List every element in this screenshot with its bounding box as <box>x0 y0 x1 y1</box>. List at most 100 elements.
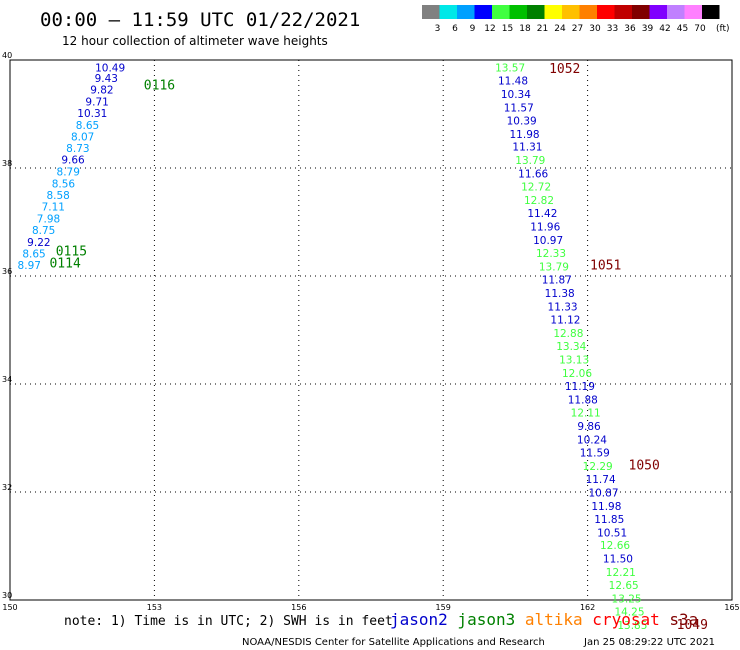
colorbar-bin <box>474 5 492 19</box>
legend-altika: altika <box>515 610 582 629</box>
pass-label: 0114 <box>49 256 80 271</box>
wave-height-point: 11.42 <box>527 208 557 220</box>
wave-height-point: 8.65 <box>22 249 45 261</box>
wave-height-point: 11.96 <box>530 222 560 234</box>
y-tick-label: 40 <box>2 51 12 60</box>
wave-height-point: 9.66 <box>61 155 85 167</box>
colorbar-label: 70 <box>694 24 706 34</box>
colorbar-bin <box>439 5 457 19</box>
colorbar-label: 6 <box>452 24 458 34</box>
wave-height-point: 10.24 <box>577 434 607 446</box>
colorbar-label: 9 <box>470 24 476 34</box>
x-tick-label: 150 <box>2 603 17 612</box>
wave-height-point: 10.97 <box>533 235 563 247</box>
wave-height-point: 8.79 <box>57 167 80 179</box>
wave-height-point: 12.82 <box>524 195 554 207</box>
colorbar-label: 27 <box>572 24 583 34</box>
chart-note: note: 1) Time is in UTC; 2) SWH is in fe… <box>64 614 393 629</box>
wave-height-point: 11.66 <box>518 169 548 181</box>
wave-height-point: 7.98 <box>37 214 60 226</box>
wave-height-point: 10.39 <box>507 115 537 127</box>
wave-height-point: 11.59 <box>580 447 610 459</box>
wave-height-point: 12.88 <box>553 328 583 340</box>
y-tick-label: 30 <box>2 591 12 600</box>
colorbar-label: 36 <box>624 24 636 34</box>
wave-height-point: 11.38 <box>545 288 575 300</box>
wave-height-point: 9.71 <box>85 96 108 108</box>
wave-height-point: 10.51 <box>597 527 627 539</box>
wave-height-point: 12.33 <box>536 248 566 260</box>
wave-height-point: 8.75 <box>32 225 55 237</box>
colorbar-bin <box>702 5 720 19</box>
wave-height-point: 9.86 <box>577 421 601 433</box>
wave-height-point: 13.79 <box>515 155 545 167</box>
x-tick-label: 156 <box>291 603 306 612</box>
data-points: 10.499.439.829.7110.318.658.078.739.668.… <box>18 62 648 632</box>
wave-height-point: 11.87 <box>542 275 572 287</box>
colorbar-bin <box>579 5 597 19</box>
colorbar-label: 42 <box>659 24 670 34</box>
wave-height-point: 13.34 <box>556 341 586 353</box>
y-tick-label: 36 <box>2 267 12 276</box>
colorbar-bin <box>649 5 667 19</box>
wave-height-point: 11.74 <box>586 474 616 486</box>
colorbar-bin <box>632 5 650 19</box>
colorbar-bin <box>457 5 475 19</box>
legend-jason3: jason3 <box>448 610 515 629</box>
wave-height-point: 10.31 <box>77 108 107 120</box>
wave-height-point: 12.65 <box>609 580 639 592</box>
wave-height-point: 10.34 <box>501 89 531 101</box>
plot-frame <box>9 59 733 601</box>
colorbar-bin <box>614 5 632 19</box>
wave-height-point: 12.06 <box>562 368 592 380</box>
grid <box>10 60 732 600</box>
wave-height-point: 13.13 <box>559 354 589 366</box>
wave-height-point: 8.97 <box>18 260 41 272</box>
colorbar-bin <box>422 5 440 19</box>
wave-height-point: 11.31 <box>512 142 542 154</box>
wave-height-point: 11.33 <box>548 302 578 314</box>
wave-height-point: 9.22 <box>27 237 50 249</box>
wave-height-point: 11.88 <box>568 394 598 406</box>
legend-jason2: jason2 <box>390 610 448 629</box>
pass-label: 1049 <box>677 618 708 633</box>
pass-label: 0116 <box>144 79 175 94</box>
colorbar-label: 15 <box>502 24 513 34</box>
legend-s3a: s3a <box>660 610 699 629</box>
timestamp: Jan 25 08:29:22 UTC 2021 <box>583 637 715 648</box>
colorbar-bin <box>597 5 615 19</box>
wave-height-point: 11.85 <box>594 514 624 526</box>
colorbar-label: 3 <box>435 24 441 34</box>
wave-height-point: 13.57 <box>495 62 525 74</box>
colorbar-bin <box>684 5 702 19</box>
colorbar-bin <box>509 5 527 19</box>
colorbar-bin <box>544 5 562 19</box>
chart-subtitle: 12 hour collection of altimeter wave hei… <box>62 34 328 48</box>
x-tick-label: 162 <box>580 603 595 612</box>
colorbar-unit: (ft) <box>716 24 730 34</box>
legend-entries: jason2 jason3 altika cryosat s3a <box>390 610 698 629</box>
wave-height-point: 13.79 <box>539 262 569 274</box>
colorbar-bin <box>492 5 510 19</box>
axis-ticks: 150 153 156 159 162 165 30 32 34 36 38 40 <box>2 51 740 612</box>
wave-height-point: 13.85 <box>617 620 647 632</box>
colorbar-bin <box>527 5 545 19</box>
wave-height-point: 8.07 <box>71 131 94 143</box>
x-tick-label: 153 <box>147 603 162 612</box>
wave-height-point: 11.50 <box>603 554 633 566</box>
x-tick-label: 159 <box>436 603 451 612</box>
colorbar-bin <box>667 5 685 19</box>
y-tick-label: 34 <box>2 375 12 384</box>
legend-cryosat: cryosat <box>583 610 660 629</box>
wave-height-point: 9.82 <box>90 84 113 96</box>
plot-area: 150 153 156 159 162 165 30 32 34 36 38 40 10.499.43… <box>2 51 740 633</box>
pass-label: 1050 <box>629 458 660 473</box>
colorbar-label: 39 <box>642 24 654 34</box>
legend: jason2 jason3 altika cryosat s3a <box>390 610 698 629</box>
wave-height-point: 8.58 <box>46 190 69 202</box>
wave-height-point: 13.25 <box>612 594 642 606</box>
wave-height-point: 10.49 <box>95 62 125 74</box>
wave-height-point: 12.66 <box>600 540 630 552</box>
colorbar-label: 21 <box>537 24 548 34</box>
wave-height-point: 14.25 <box>614 607 644 619</box>
